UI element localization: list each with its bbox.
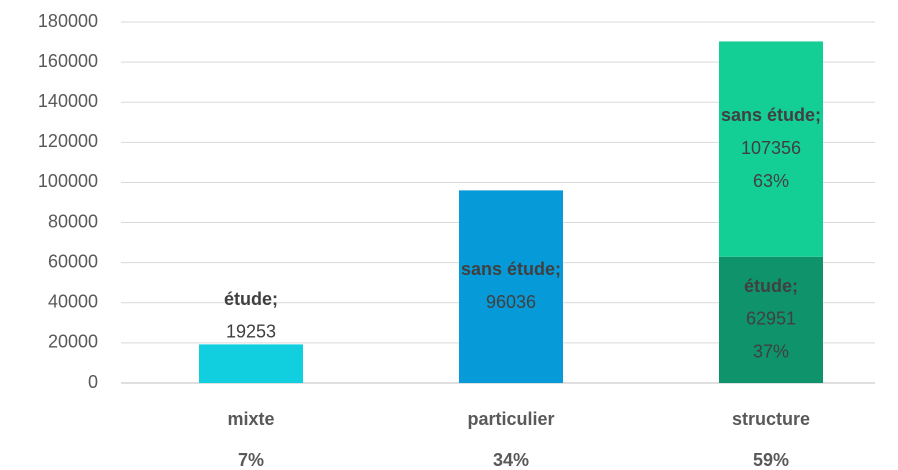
y-tick-label: 0 <box>88 372 98 392</box>
share-label: 7% <box>238 450 264 470</box>
data-label: 19253 <box>226 322 276 342</box>
y-tick-label: 140000 <box>38 91 98 111</box>
x-tick-label: structure <box>732 409 810 429</box>
separator: ; <box>272 289 278 309</box>
y-tick-label: 180000 <box>38 11 98 31</box>
y-tick-label: 120000 <box>38 131 98 151</box>
data-label-name: sans étude; <box>461 259 561 279</box>
separator: ; <box>555 259 561 279</box>
y-tick-label: 40000 <box>48 292 98 312</box>
bar-segment <box>719 256 823 383</box>
data-label-name: sans étude; <box>721 105 821 125</box>
bar-segment <box>719 41 823 257</box>
data-label-name: étude; <box>224 289 278 309</box>
bar-segment <box>199 344 303 383</box>
series-name: étude <box>224 289 272 309</box>
data-label-name: étude; <box>744 276 798 296</box>
x-tick-label: particulier <box>467 409 554 429</box>
y-tick-label: 80000 <box>48 211 98 231</box>
series-name: étude <box>744 276 792 296</box>
data-label: 96036 <box>486 292 536 312</box>
y-tick-label: 100000 <box>38 171 98 191</box>
data-label: 62951 <box>746 309 796 329</box>
y-tick-label: 160000 <box>38 51 98 71</box>
share-label: 34% <box>493 450 529 470</box>
share-label: 59% <box>753 450 789 470</box>
bar-segment <box>459 190 563 383</box>
series-name: sans étude <box>721 105 815 125</box>
y-tick-label: 20000 <box>48 332 98 352</box>
series-name: sans étude <box>461 259 555 279</box>
y-tick-label: 60000 <box>48 251 98 271</box>
percent-label: 63% <box>753 171 789 191</box>
separator: ; <box>815 105 821 125</box>
data-label: 107356 <box>741 138 801 158</box>
x-tick-label: mixte <box>227 409 274 429</box>
separator: ; <box>792 276 798 296</box>
percent-label: 37% <box>753 342 789 362</box>
